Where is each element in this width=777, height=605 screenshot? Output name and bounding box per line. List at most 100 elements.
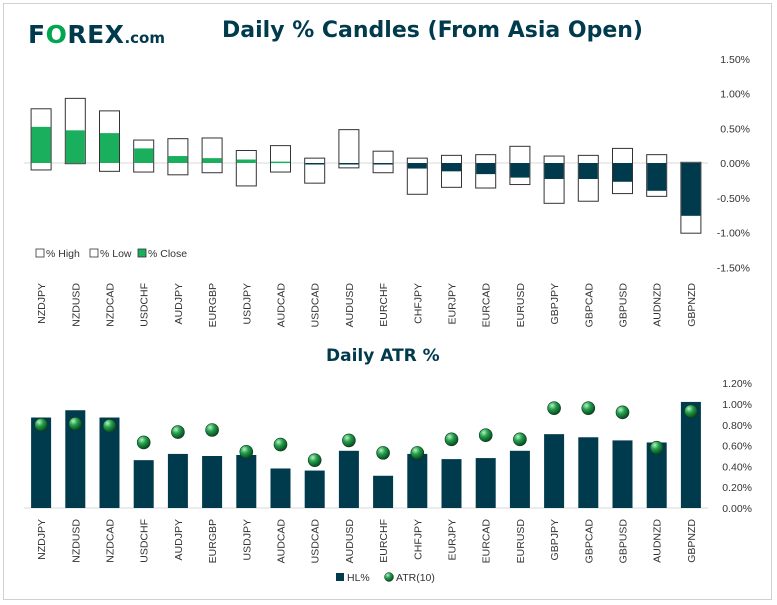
- atr-hl-bar: [646, 442, 667, 508]
- candles-legend-swatch: [137, 248, 147, 258]
- atr-y-tick: 0.60%: [722, 441, 752, 453]
- atr-hl-bar: [338, 450, 359, 508]
- atr-marker: [649, 440, 664, 455]
- atr-x-tick: NZDUSD: [70, 519, 82, 563]
- atr-x-tick: USDJPY: [241, 519, 253, 560]
- atr-x-tick: GBPCAD: [583, 519, 595, 564]
- atr-marker: [205, 423, 219, 437]
- atr-hl-bar: [31, 417, 52, 508]
- atr-hl-bar: [544, 434, 565, 508]
- atr-marker: [376, 446, 390, 460]
- candle-close-bar: [578, 163, 598, 179]
- candle-close-bar: [168, 156, 188, 163]
- candle-close-bar: [647, 163, 667, 191]
- atr-hl-bar: [270, 468, 291, 508]
- candles-x-tick: GBPUSD: [618, 283, 630, 328]
- atr-hl-bar: [441, 459, 462, 508]
- candles-y-tick: 0.00%: [720, 158, 750, 170]
- atr-legend-label: HL%: [347, 572, 370, 584]
- atr-marker: [239, 445, 254, 459]
- atr-x-tick: USDCAD: [310, 519, 322, 564]
- candles-y-tick: 0.50%: [720, 123, 750, 135]
- candles-x-tick: AUDJPY: [173, 283, 185, 324]
- candles-x-tick: NZDJPY: [36, 283, 48, 324]
- candle-close-bar: [544, 163, 564, 179]
- candle-range-box: [201, 137, 223, 174]
- atr-x-tick: EURCAD: [481, 519, 493, 564]
- candles-chart-title: Daily % Candles (From Asia Open): [222, 18, 643, 43]
- atr-hl-bar: [65, 410, 86, 508]
- atr-x-tick: CHFJPY: [412, 519, 424, 560]
- candles-x-tick: EURUSD: [515, 283, 527, 328]
- atr-hl-bar: [612, 440, 633, 508]
- candle-close-bar: [202, 158, 222, 163]
- atr-x-tick: GBPNZD: [686, 519, 698, 563]
- atr-marker: [273, 437, 288, 452]
- atr-x-tick: EURUSD: [515, 519, 527, 564]
- candle-range-box: [270, 145, 291, 173]
- atr-x-tick: AUDCAD: [276, 519, 288, 564]
- candle-close-bar: [373, 163, 393, 165]
- atr-marker: [102, 419, 117, 433]
- candles-x-tick: EURGBP: [207, 283, 219, 327]
- candle-close-bar: [407, 163, 427, 169]
- candles-x-tick: NZDCAD: [105, 283, 117, 327]
- atr-y-tick: 0.40%: [722, 461, 752, 473]
- candles-y-tick: -1.00%: [717, 228, 750, 240]
- atr-hl-bar: [373, 475, 394, 508]
- candle-close-bar: [271, 161, 290, 164]
- candle-close-bar: [305, 163, 325, 165]
- candles-legend-label: % High: [46, 248, 80, 260]
- candle-close-bar: [613, 163, 632, 182]
- candles-y-tick: -1.50%: [717, 262, 750, 274]
- atr-x-tick: EURJPY: [447, 519, 459, 560]
- candles-x-tick: AUDNZD: [652, 283, 664, 327]
- atr-x-tick: EURGBP: [207, 519, 219, 563]
- candle-range-box: [304, 157, 326, 184]
- atr-y-tick: 1.20%: [722, 378, 752, 390]
- atr-y-tick: 1.00%: [722, 399, 752, 411]
- atr-x-tick: NZDCAD: [105, 519, 117, 563]
- atr-legend-swatch: [336, 573, 344, 581]
- candles-x-tick: EURCAD: [481, 283, 493, 328]
- atr-y-tick: 0.80%: [722, 420, 752, 432]
- atr-legend-label: ATR(10): [396, 572, 435, 584]
- candles-x-tick: CHFJPY: [412, 283, 424, 324]
- candles-x-tick: AUDUSD: [344, 283, 356, 328]
- logo-suffix: .com: [124, 29, 165, 47]
- candles-y-tick: -0.50%: [717, 193, 750, 205]
- candles-x-tick: AUDCAD: [276, 283, 288, 328]
- atr-marker: [136, 435, 151, 450]
- candles-legend-swatch: [35, 248, 45, 258]
- candles-x-tick: USDJPY: [241, 283, 253, 324]
- atr-y-tick: 0.20%: [722, 482, 752, 494]
- atr-marker: [684, 404, 698, 419]
- atr-legend-marker: [384, 572, 394, 582]
- atr-marker: [342, 433, 356, 448]
- candle-close-bar: [100, 133, 119, 163]
- candles-x-tick: GBPNZD: [686, 283, 698, 327]
- atr-marker: [581, 401, 596, 415]
- atr-marker: [307, 453, 322, 467]
- atr-x-tick: USDCHF: [139, 519, 151, 563]
- atr-hl-bar: [167, 453, 188, 508]
- atr-marker: [513, 432, 527, 447]
- atr-hl-bar: [202, 456, 223, 508]
- atr-marker: [615, 405, 630, 420]
- atr-x-tick: AUDUSD: [344, 519, 356, 564]
- candles-x-tick: USDCAD: [310, 283, 322, 328]
- candles-x-tick: EURCHF: [378, 283, 390, 327]
- atr-hl-bar: [680, 401, 701, 508]
- atr-hl-bar: [304, 470, 325, 508]
- candle-close-bar: [236, 159, 256, 163]
- candles-x-tick: NZDUSD: [70, 283, 82, 327]
- candles-x-tick: GBPJPY: [549, 283, 561, 324]
- candle-close-bar: [510, 163, 530, 178]
- atr-marker: [410, 446, 425, 460]
- chart-frame: [3, 3, 772, 600]
- atr-hl-bar: [578, 437, 599, 508]
- atr-x-tick: NZDJPY: [36, 519, 48, 560]
- candle-close-bar: [31, 126, 51, 163]
- candles-y-tick: 1.00%: [720, 89, 750, 101]
- atr-x-tick: GBPJPY: [549, 519, 561, 560]
